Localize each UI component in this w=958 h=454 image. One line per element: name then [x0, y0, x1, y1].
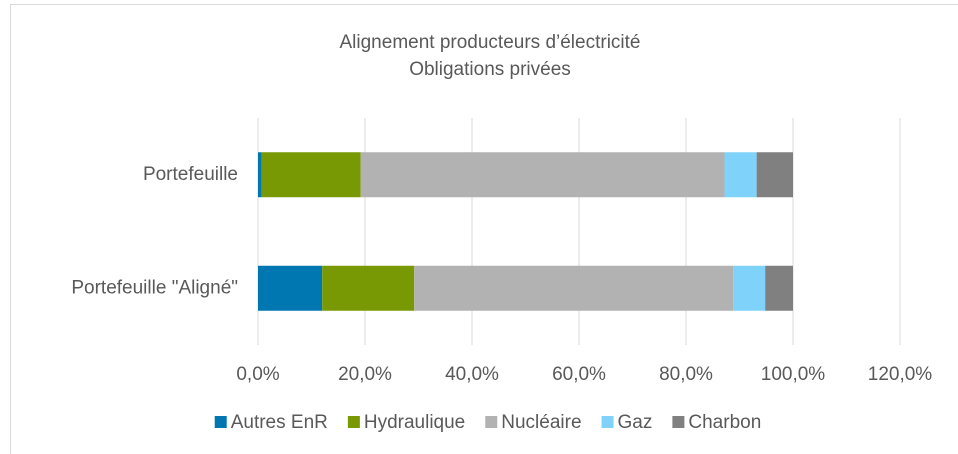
x-tick-label: 80,0% — [659, 364, 713, 385]
y-tick-label: Portefeuille "Aligné" — [71, 277, 238, 298]
legend-swatch — [672, 416, 685, 428]
legend-swatch — [601, 416, 614, 428]
x-tick-label: 120,0% — [868, 364, 933, 385]
legend-label: Nucléaire — [501, 412, 581, 433]
bar-segment — [724, 152, 757, 198]
x-tick-label: 40,0% — [445, 364, 499, 385]
bar-segment — [765, 265, 793, 311]
chart-subtitle: Obligations privées — [409, 59, 571, 80]
legend-label: Hydraulique — [364, 412, 465, 433]
legend-label: Charbon — [688, 412, 761, 433]
bar-segment — [733, 265, 766, 311]
chart-border — [10, 4, 958, 454]
legend-swatch — [214, 416, 227, 428]
bar-segment — [756, 152, 793, 198]
bar-segment — [360, 152, 725, 198]
x-tick-label: 20,0% — [338, 364, 392, 385]
legend-swatch — [485, 416, 498, 428]
y-tick-label: Portefeuille — [143, 164, 238, 185]
chart-title: Alignement producteurs d’électricité — [340, 32, 641, 53]
x-tick-label: 100,0% — [761, 364, 826, 385]
bar-segment — [261, 152, 361, 198]
legend-label: Autres EnR — [231, 412, 328, 433]
bar-segment — [258, 152, 262, 198]
bar-segment — [258, 265, 323, 311]
legend-swatch — [347, 416, 360, 428]
legend-label: Gaz — [618, 412, 653, 433]
x-tick-label: 60,0% — [552, 364, 606, 385]
bar-segment — [322, 265, 415, 311]
bar-segment — [414, 265, 734, 311]
x-tick-label: 0,0% — [236, 364, 279, 385]
